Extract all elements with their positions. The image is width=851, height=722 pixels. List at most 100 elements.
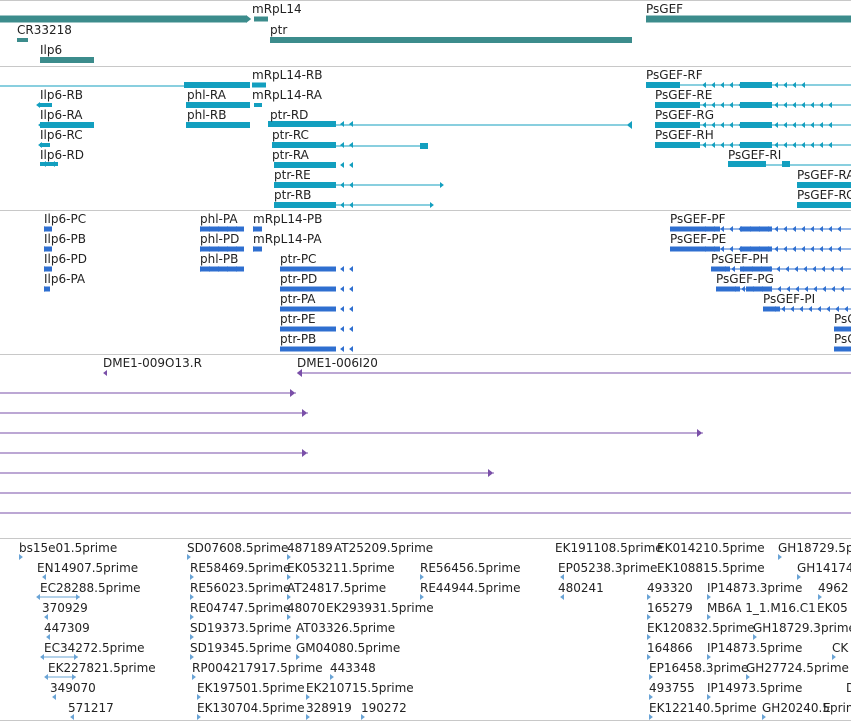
est-feature[interactable] bbox=[46, 634, 50, 640]
transcript-exon[interactable] bbox=[740, 122, 772, 128]
protein-arrow[interactable] bbox=[808, 306, 812, 312]
protein-arrow[interactable] bbox=[349, 306, 353, 312]
transcript-exon[interactable] bbox=[740, 82, 772, 88]
feature-label[interactable]: ptr-RE bbox=[274, 168, 311, 182]
transcript-exon[interactable] bbox=[272, 142, 336, 148]
transcript-exon[interactable] bbox=[274, 202, 336, 208]
protein-arrow[interactable] bbox=[826, 306, 830, 312]
protein-arrow[interactable] bbox=[741, 286, 745, 292]
protein-arrow[interactable] bbox=[340, 286, 344, 292]
protein-arrow[interactable] bbox=[236, 226, 240, 232]
protein-arrow[interactable] bbox=[821, 266, 825, 272]
feature-label[interactable]: phl-PB bbox=[200, 252, 239, 266]
feature-label[interactable]: GH18729.3prime bbox=[753, 621, 851, 635]
protein-arrow[interactable] bbox=[340, 346, 344, 352]
feature-label[interactable]: SD19373.5prime bbox=[190, 621, 292, 635]
protein-arrow[interactable] bbox=[790, 306, 794, 312]
est-feature[interactable] bbox=[287, 594, 291, 600]
protein-feature[interactable] bbox=[200, 266, 244, 272]
transcript-arrow[interactable] bbox=[756, 122, 760, 128]
est-feature[interactable] bbox=[296, 654, 300, 660]
est-feature[interactable] bbox=[797, 574, 801, 580]
est-feature[interactable] bbox=[707, 594, 711, 600]
est-arrow[interactable] bbox=[44, 674, 48, 680]
protein-arrow[interactable] bbox=[840, 286, 844, 292]
transcript-arrow[interactable] bbox=[801, 122, 805, 128]
feature-label[interactable]: ptr-PE bbox=[280, 312, 316, 326]
protein-arrow[interactable] bbox=[253, 246, 257, 252]
protein-feature[interactable] bbox=[740, 246, 772, 252]
feature-label[interactable]: Ilp6-PB bbox=[44, 232, 86, 246]
est-arrow[interactable] bbox=[36, 594, 40, 600]
est-feature[interactable] bbox=[361, 714, 365, 720]
transcript-arrow[interactable] bbox=[38, 122, 42, 128]
protein-arrow[interactable] bbox=[209, 246, 213, 252]
protein-arrow[interactable] bbox=[756, 246, 760, 252]
protein-arrow[interactable] bbox=[844, 306, 848, 312]
protein-arrow[interactable] bbox=[774, 246, 778, 252]
transcript-arrow[interactable] bbox=[783, 122, 787, 128]
transcript-arrow[interactable] bbox=[801, 142, 805, 148]
feature-label[interactable]: Ilp6-PD bbox=[44, 252, 87, 266]
feature-label[interactable]: ptr-RC bbox=[272, 128, 309, 142]
protein-arrow[interactable] bbox=[831, 286, 835, 292]
transcript-arrow[interactable] bbox=[340, 162, 344, 168]
feature-label[interactable]: mRpL14-RB bbox=[252, 68, 323, 82]
transcript-arrow[interactable] bbox=[245, 102, 249, 108]
protein-arrow[interactable] bbox=[702, 246, 706, 252]
est-feature[interactable] bbox=[707, 694, 711, 700]
transcript-arrow[interactable] bbox=[747, 122, 751, 128]
est-feature[interactable] bbox=[70, 714, 74, 720]
transcript-arrow[interactable] bbox=[756, 142, 760, 148]
protein-arrow[interactable] bbox=[792, 226, 796, 232]
transcript-exon[interactable] bbox=[252, 82, 266, 88]
protein-feature[interactable] bbox=[44, 226, 52, 232]
protein-feature[interactable] bbox=[253, 226, 262, 232]
feature-label[interactable]: CK bbox=[832, 641, 849, 655]
protein-arrow[interactable] bbox=[828, 226, 832, 232]
protein-arrow[interactable] bbox=[722, 266, 726, 272]
transcript-arrow[interactable] bbox=[720, 142, 724, 148]
protein-arrow[interactable] bbox=[200, 266, 204, 272]
feature-label[interactable]: GH14174 bbox=[797, 561, 851, 575]
est-feature[interactable] bbox=[306, 714, 310, 720]
protein-arrow[interactable] bbox=[756, 226, 760, 232]
transcript-exon[interactable] bbox=[40, 162, 58, 166]
transcript-exon[interactable] bbox=[782, 161, 790, 167]
protein-arrow[interactable] bbox=[711, 246, 715, 252]
feature-label[interactable]: Ilp6-RB bbox=[40, 88, 84, 102]
transcript-arrow[interactable] bbox=[792, 82, 796, 88]
transcript-arrow[interactable] bbox=[702, 82, 706, 88]
transcript-arrow[interactable] bbox=[765, 142, 769, 148]
feature-label[interactable]: ptr-RA bbox=[272, 148, 309, 162]
protein-feature[interactable] bbox=[44, 246, 52, 252]
transcript-arrow[interactable] bbox=[349, 162, 353, 168]
transcript-arrow[interactable] bbox=[774, 82, 778, 88]
feature-label[interactable]: MB6A 1_1.M16.C1 bbox=[707, 601, 816, 615]
est-feature[interactable] bbox=[753, 634, 757, 640]
feature-label[interactable]: EN14907.5prime bbox=[37, 561, 139, 575]
transcript-arrow[interactable] bbox=[340, 202, 344, 208]
feature-label[interactable]: mRpL14-PA bbox=[253, 232, 322, 246]
protein-feature[interactable] bbox=[44, 266, 52, 272]
gene-feature[interactable] bbox=[270, 37, 632, 43]
feature-label[interactable]: PsG bbox=[834, 332, 851, 346]
protein-arrow[interactable] bbox=[349, 346, 353, 352]
feature-label[interactable]: IP14873.5prime bbox=[707, 641, 803, 655]
protein-arrow[interactable] bbox=[218, 246, 222, 252]
est-feature[interactable] bbox=[560, 574, 564, 580]
feature-label[interactable]: DME1-006I20 bbox=[297, 356, 378, 370]
transcript-exon[interactable] bbox=[797, 182, 851, 188]
protein-arrow[interactable] bbox=[822, 286, 826, 292]
transcript-arrow[interactable] bbox=[209, 82, 213, 88]
feature-label[interactable]: EK120832.5prime bbox=[647, 621, 755, 635]
protein-arrow[interactable] bbox=[801, 226, 805, 232]
feature-label[interactable]: 48070 bbox=[287, 601, 326, 615]
transcript-arrow[interactable] bbox=[209, 122, 213, 128]
transcript-arrow[interactable] bbox=[711, 102, 715, 108]
transcript-arrow[interactable] bbox=[711, 82, 715, 88]
feature-label[interactable]: phl-RB bbox=[187, 108, 227, 122]
protein-arrow[interactable] bbox=[801, 246, 805, 252]
transcript-arrow[interactable] bbox=[200, 82, 204, 88]
est-arrow[interactable] bbox=[72, 674, 76, 680]
